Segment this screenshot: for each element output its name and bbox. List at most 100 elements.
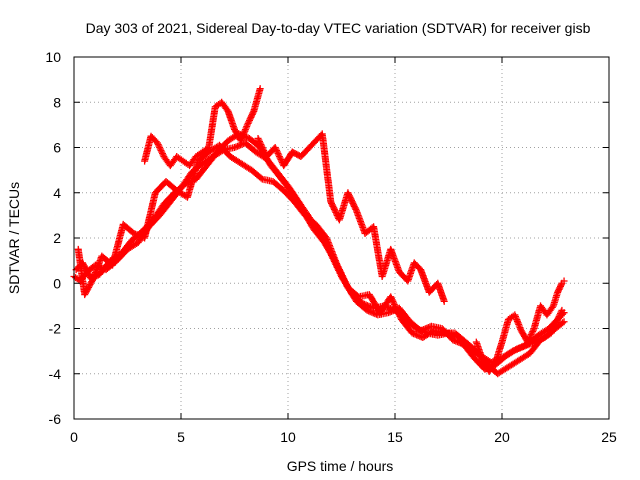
series-track-4: [141, 85, 264, 170]
data-point-fill: [318, 132, 335, 204]
data-point: [558, 306, 566, 314]
data-point-fill: [181, 158, 192, 168]
data-point-fill: [270, 179, 286, 193]
data-point-fill: [517, 350, 532, 363]
data-point-fill: [154, 141, 167, 159]
data-point-fill: [434, 281, 448, 304]
data-point-fill: [150, 202, 167, 222]
data-point-fill: [307, 138, 318, 150]
data-point-fill: [486, 360, 498, 374]
data-point-fill: [292, 199, 308, 218]
data-point-fill: [303, 213, 318, 227]
data-point: [513, 345, 521, 353]
data-point-fill: [187, 154, 199, 168]
data-point-fill: [527, 337, 543, 356]
data-point-fill: [281, 188, 297, 204]
data-point-fill: [200, 145, 211, 155]
data-point-fill: [163, 179, 179, 193]
grid-lines: [74, 57, 609, 419]
data-point-fill: [243, 140, 259, 155]
data-point-fill: [452, 330, 468, 345]
data-point-fill: [196, 149, 211, 164]
x-tick-label: 15: [387, 429, 403, 445]
series-track-2: [72, 130, 568, 373]
data-point-fill: [512, 313, 525, 333]
x-axis-label: GPS time / hours: [287, 458, 394, 474]
data-point-fill: [499, 317, 512, 344]
data-point: [385, 309, 393, 317]
data-point-fill: [345, 190, 360, 213]
y-tick-label: -6: [49, 411, 62, 427]
data-point-fill: [161, 190, 177, 207]
data-point-fill: [311, 226, 327, 245]
y-tick-label: 6: [53, 140, 61, 156]
data-point-fill: [298, 145, 312, 159]
data-point: [327, 198, 335, 206]
data-point-fill: [387, 294, 405, 322]
chart-title: Day 303 of 2021, Sidereal Day-to-day VTE…: [86, 20, 591, 36]
data-point-fill: [250, 86, 264, 114]
y-tick-label: 4: [53, 185, 61, 201]
data-point-fill: [538, 330, 554, 343]
data-point-fill: [184, 159, 202, 200]
data-point-fill: [354, 299, 370, 313]
data-point: [449, 336, 457, 344]
data-point-fill: [118, 238, 135, 256]
data-point-fill: [121, 222, 137, 236]
data-point-fill: [323, 236, 341, 268]
data-point-fill: [387, 247, 403, 274]
data-point-fill: [557, 310, 567, 320]
data-point: [333, 261, 341, 269]
data-point-fill: [72, 274, 83, 284]
data-point-fill: [524, 326, 537, 345]
data-point-fill: [334, 263, 351, 290]
data-point-fill: [548, 308, 565, 335]
data-point-fill: [193, 163, 210, 182]
data-point-fill: [148, 134, 160, 146]
data-point-fill: [141, 190, 159, 240]
data-point: [560, 318, 568, 326]
data-point-fill: [82, 276, 96, 297]
data-point: [254, 134, 262, 142]
data-point-fill: [157, 199, 173, 218]
y-tick-label: 10: [45, 49, 61, 65]
data-point: [417, 327, 425, 335]
data-point: [440, 297, 448, 305]
data-point-fill: [506, 312, 517, 322]
series-track-5: [254, 130, 448, 305]
data-point-fill: [554, 281, 565, 295]
data-point-fill: [225, 109, 238, 132]
data-point: [554, 288, 562, 296]
y-tick-label: 2: [53, 230, 61, 246]
data-point-fill: [412, 260, 423, 272]
data-point-fill: [268, 163, 284, 182]
data-point-fill: [174, 154, 185, 164]
data-point-fill: [244, 109, 257, 127]
data-point-fill: [366, 292, 383, 315]
data-point: [237, 137, 245, 145]
data-point-fill: [396, 306, 413, 324]
data-point-fill: [417, 267, 433, 295]
data-points: [70, 85, 568, 378]
data-point-fill: [492, 340, 505, 365]
data-point: [547, 329, 555, 337]
data-point-fill: [109, 222, 127, 268]
y-tick-label: 8: [53, 94, 61, 110]
data-point-fill: [399, 317, 415, 336]
x-tick-label: 5: [177, 429, 185, 445]
data-point-fill: [249, 167, 265, 182]
data-point-fill: [238, 160, 254, 173]
data-point-fill: [536, 326, 552, 338]
data-point: [344, 189, 352, 197]
data-point-fill: [544, 303, 556, 317]
data-point-fill: [125, 240, 141, 252]
data-point-fill: [219, 100, 231, 114]
data-point: [511, 311, 519, 319]
data-point-fill: [90, 254, 105, 281]
y-axis-label: SDTVAR / TECUs: [6, 182, 22, 294]
series-track-3: [74, 141, 566, 378]
y-tick-label: -4: [49, 366, 62, 382]
data-point-fill: [279, 177, 295, 195]
data-point-fill: [504, 346, 519, 359]
